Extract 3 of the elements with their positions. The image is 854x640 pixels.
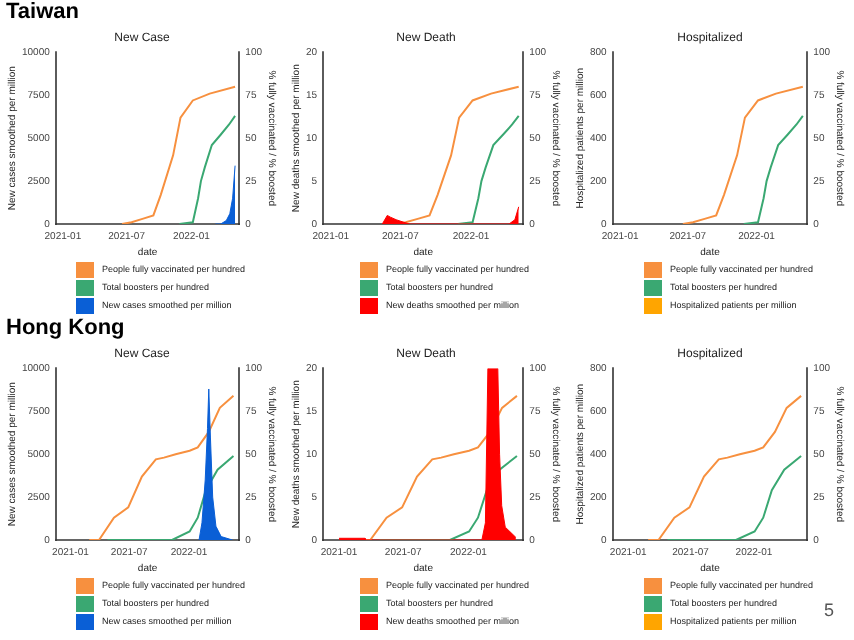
text: 5: [824, 600, 835, 620]
text: Hong Kong: [6, 316, 125, 340]
text: Taiwan: [6, 0, 79, 24]
